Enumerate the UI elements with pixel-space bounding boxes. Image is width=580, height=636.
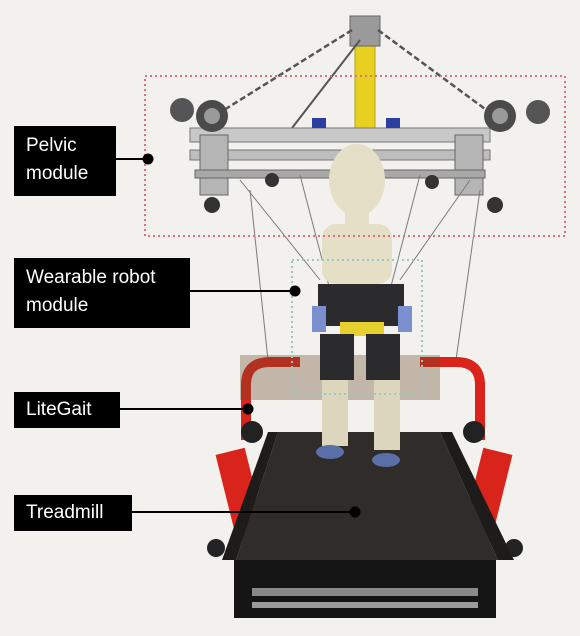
litegait-label: LiteGait bbox=[14, 392, 120, 428]
pelvic-label-line2: module bbox=[26, 163, 89, 184]
treadmill-marker-icon bbox=[349, 506, 361, 518]
pelvic-module-label: Pelvic module bbox=[14, 126, 116, 196]
treadmill-label: Treadmill bbox=[14, 495, 132, 531]
pelvic-label-line1: Pelvic bbox=[26, 135, 77, 156]
wearable-label-line1: Wearable robot bbox=[26, 267, 156, 288]
wearable-label-line2: module bbox=[26, 295, 89, 316]
support-cables bbox=[239, 174, 481, 361]
wearable-marker-icon bbox=[289, 285, 301, 297]
overhead-rig bbox=[207, 15, 501, 141]
mannequin bbox=[312, 144, 412, 467]
treadmill-label-text: Treadmill bbox=[26, 502, 104, 523]
litegait-label-text: LiteGait bbox=[26, 399, 92, 420]
treadmill bbox=[222, 432, 514, 618]
pelvic-marker-icon bbox=[142, 153, 154, 165]
litegait-marker-icon bbox=[242, 403, 254, 415]
wearable-robot-module-label: Wearable robot module bbox=[14, 258, 190, 328]
wearable-module-box bbox=[291, 259, 423, 395]
